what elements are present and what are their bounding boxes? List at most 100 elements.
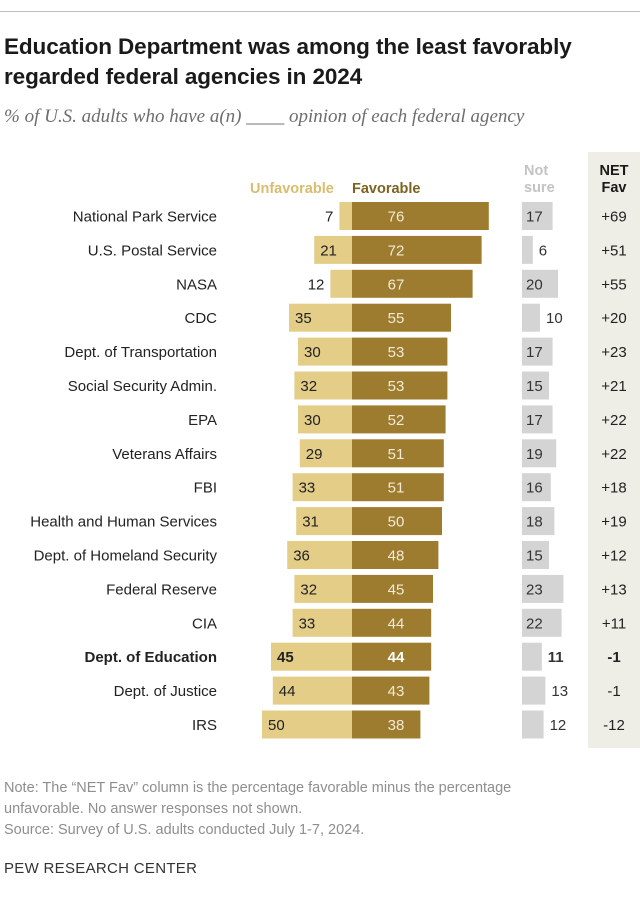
unfavorable-value: 12 bbox=[308, 276, 325, 293]
favorable-value: 55 bbox=[388, 310, 405, 327]
favorable-value: 72 bbox=[388, 242, 405, 259]
unfavorable-bar bbox=[296, 507, 352, 536]
unfavorable-bar bbox=[272, 676, 352, 705]
favorable-bar bbox=[352, 574, 433, 603]
favorable-bar bbox=[352, 473, 444, 502]
unfavorable-value: 21 bbox=[320, 242, 337, 259]
net-fav-value: +22 bbox=[601, 412, 626, 429]
category-label: U.S. Postal Service bbox=[88, 242, 217, 259]
net-fav-value: -1 bbox=[607, 649, 620, 666]
unfavorable-value: 44 bbox=[279, 683, 296, 700]
favorable-value: 53 bbox=[388, 378, 405, 395]
net-fav-value: +22 bbox=[601, 446, 626, 463]
not-sure-bar bbox=[522, 405, 553, 434]
category-label: National Park Service bbox=[73, 209, 217, 226]
category-label: Social Security Admin. bbox=[68, 378, 217, 395]
category-label: CIA bbox=[192, 615, 217, 632]
unfavorable-value: 32 bbox=[300, 581, 317, 598]
net-fav-value: +20 bbox=[601, 310, 626, 327]
not-sure-value: 10 bbox=[546, 310, 563, 327]
not-sure-value: 15 bbox=[526, 548, 543, 565]
unfavorable-bar bbox=[298, 337, 352, 366]
not-sure-value: 15 bbox=[526, 378, 543, 395]
not-sure-value: 6 bbox=[539, 242, 547, 259]
unfavorable-value: 31 bbox=[302, 514, 319, 531]
favorable-value: 44 bbox=[388, 615, 405, 632]
favorable-value: 51 bbox=[388, 480, 405, 497]
favorable-bar bbox=[352, 439, 444, 468]
note-line-2: unfavorable. No answer responses not sho… bbox=[4, 801, 303, 817]
chart-title: Education Department was among the least… bbox=[4, 34, 572, 89]
not-sure-value: 19 bbox=[526, 446, 543, 463]
not-sure-bar bbox=[522, 337, 553, 366]
category-label: Federal Reserve bbox=[106, 581, 217, 598]
category-label: Dept. of Homeland Security bbox=[34, 548, 218, 565]
category-label: NASA bbox=[176, 276, 217, 293]
not-sure-bar bbox=[522, 303, 540, 332]
unfavorable-bar bbox=[294, 574, 352, 603]
favorable-value: 51 bbox=[388, 446, 405, 463]
not-sure-value: 20 bbox=[526, 276, 543, 293]
unfavorable-bar bbox=[262, 710, 352, 739]
unfavorable-value: 33 bbox=[299, 480, 316, 497]
favorable-bar bbox=[352, 676, 430, 705]
not-sure-value: 13 bbox=[551, 683, 568, 700]
net-fav-value: -12 bbox=[603, 717, 625, 734]
unfavorable-value: 29 bbox=[306, 446, 323, 463]
favorable-bar bbox=[352, 371, 448, 400]
not-sure-value: 11 bbox=[548, 649, 564, 666]
not-sure-bar bbox=[522, 439, 557, 468]
unfavorable-bar bbox=[314, 235, 352, 264]
not-sure-value: 22 bbox=[526, 615, 543, 632]
unfavorable-header: Unfavorable bbox=[250, 181, 334, 197]
not-sure-bar bbox=[522, 371, 549, 400]
chart-subtitle: % of U.S. adults who have a(n) ____ opin… bbox=[4, 106, 525, 127]
unfavorable-value: 33 bbox=[299, 615, 316, 632]
favorable-bar bbox=[352, 269, 473, 298]
favorable-bar bbox=[352, 710, 421, 739]
net-fav-value: +21 bbox=[601, 378, 626, 395]
category-label: EPA bbox=[188, 412, 217, 429]
favorable-value: 50 bbox=[388, 514, 405, 531]
not-sure-bar bbox=[522, 541, 549, 569]
category-label: Dept. of Education bbox=[85, 649, 218, 666]
unfavorable-bar bbox=[292, 608, 352, 637]
favorable-value: 52 bbox=[388, 412, 405, 429]
not-sure-bar bbox=[522, 269, 558, 298]
category-label: CDC bbox=[185, 310, 218, 327]
favorable-bar bbox=[352, 337, 448, 366]
favorable-value: 76 bbox=[388, 209, 405, 226]
unfavorable-value: 35 bbox=[295, 310, 312, 327]
favorable-bar bbox=[352, 507, 442, 536]
unfavorable-value: 36 bbox=[293, 548, 310, 565]
unfavorable-value: 30 bbox=[304, 412, 321, 429]
not-sure-bar bbox=[522, 473, 551, 502]
net-fav-value: +23 bbox=[601, 344, 626, 361]
unfavorable-bar bbox=[294, 371, 352, 400]
favorable-bar bbox=[352, 541, 439, 569]
not-sure-value: 17 bbox=[526, 412, 543, 429]
category-label: FBI bbox=[194, 480, 217, 497]
source-line: Source: Survey of U.S. adults conducted … bbox=[4, 822, 365, 838]
favorable-value: 67 bbox=[388, 276, 405, 293]
category-label: Dept. of Transportation bbox=[64, 344, 217, 361]
net-fav-value: +13 bbox=[601, 581, 626, 598]
not-sure-value: 17 bbox=[526, 209, 543, 226]
not-sure-bar bbox=[522, 676, 546, 705]
favorable-value: 38 bbox=[388, 717, 405, 734]
note-block: Note: The “NET Fav” column is the percen… bbox=[4, 778, 634, 841]
favorable-value: 45 bbox=[388, 581, 405, 598]
net-fav-value: -1 bbox=[607, 683, 620, 700]
net-fav-value: +11 bbox=[602, 615, 626, 632]
not-sure-value: 12 bbox=[550, 717, 567, 734]
not-sure-bar bbox=[522, 710, 544, 739]
not-sure-value: 16 bbox=[526, 480, 543, 497]
not-sure-bar bbox=[522, 235, 533, 264]
favorable-bar bbox=[352, 608, 432, 637]
not-sure-value: 23 bbox=[526, 581, 543, 598]
unfavorable-value: 7 bbox=[325, 209, 333, 226]
unfavorable-value: 50 bbox=[268, 717, 285, 734]
unfavorable-bar bbox=[330, 269, 352, 298]
category-label: Dept. of Justice bbox=[114, 683, 217, 700]
unfavorable-bar bbox=[271, 642, 352, 671]
